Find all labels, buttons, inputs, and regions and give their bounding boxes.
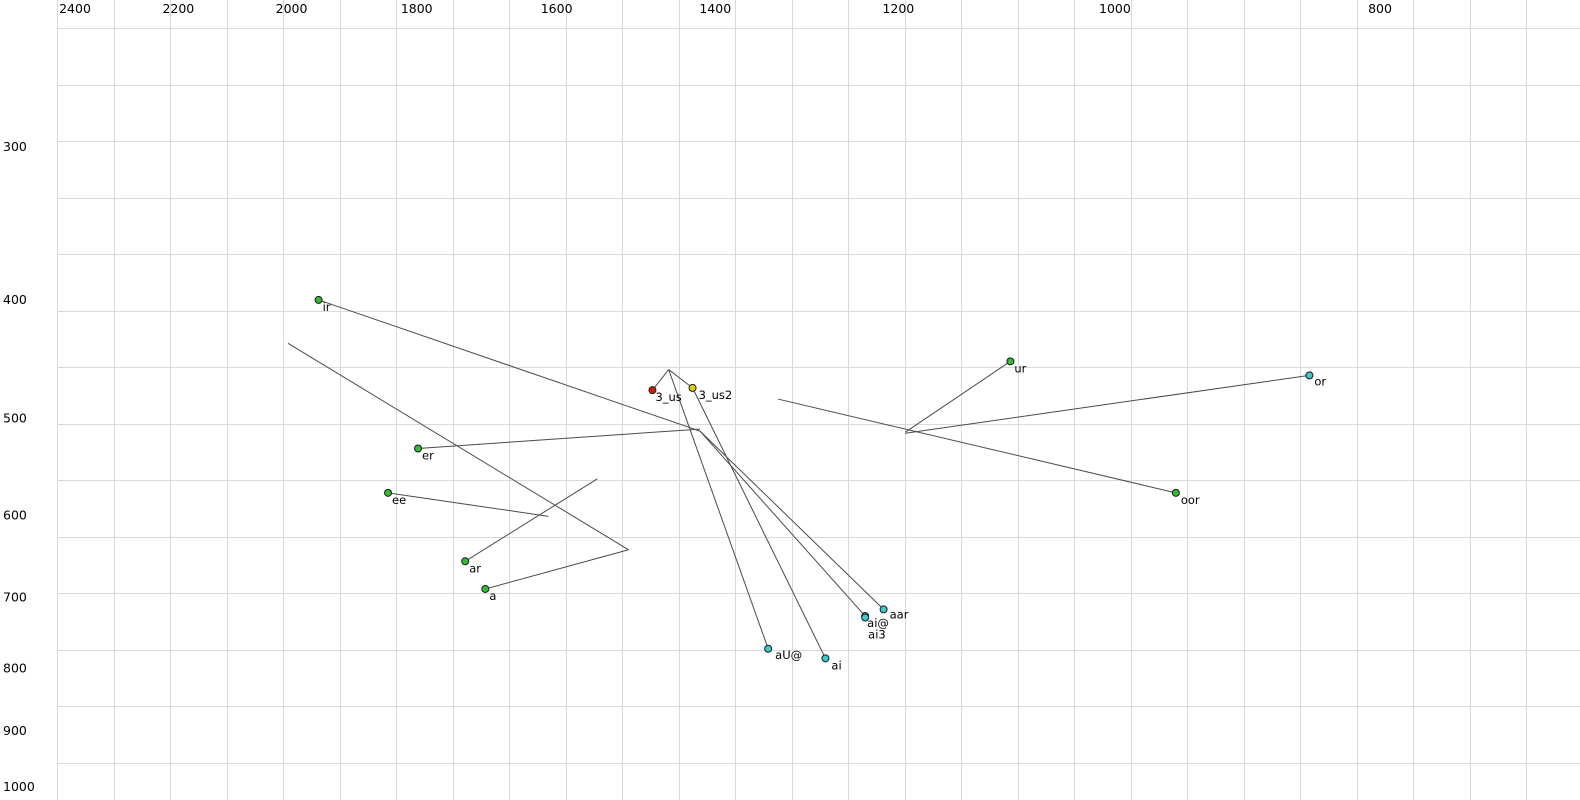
data-point-er <box>414 444 423 453</box>
x-tick-label: 2400 <box>59 1 91 16</box>
y-tick-label: 400 <box>3 292 27 307</box>
trajectory-line <box>777 398 1176 494</box>
data-point-aU@ <box>764 644 773 653</box>
point-label-ai: ai <box>831 658 841 672</box>
y-tick-label: 800 <box>3 660 27 675</box>
point-label-oor: oor <box>1181 493 1200 507</box>
data-point-ar <box>461 557 470 566</box>
point-label-ee: ee <box>392 493 406 507</box>
point-label-aar: aar <box>890 607 909 621</box>
data-point-aar <box>879 605 888 614</box>
trajectory-line <box>387 492 549 517</box>
y-tick-label: 900 <box>3 723 27 738</box>
point-label-ar: ar <box>469 561 481 575</box>
point-label-a: a <box>489 589 496 603</box>
data-point-or <box>1305 371 1314 380</box>
data-point-ur <box>1006 357 1015 366</box>
data-point-ir <box>314 295 323 304</box>
trajectory-line <box>692 387 826 659</box>
point-label-aU@: aU@ <box>775 648 802 662</box>
data-point-3_us <box>648 386 657 395</box>
point-label-er: er <box>422 449 434 463</box>
y-tick-label: 600 <box>3 507 27 522</box>
x-tick-label: 1800 <box>401 1 433 16</box>
point-label-ir: ir <box>323 300 331 314</box>
point-label-or: or <box>1314 374 1326 388</box>
y-tick-label: 700 <box>3 589 27 604</box>
trajectory-line <box>668 369 769 649</box>
trajectory-line <box>699 430 866 617</box>
trajectory-line <box>287 342 629 551</box>
x-tick-label: 1400 <box>699 1 731 16</box>
y-tick-label: 300 <box>3 139 27 154</box>
point-label-ai@: ai@ <box>867 616 889 630</box>
data-point-ai3 <box>861 613 870 622</box>
data-point-ee <box>384 488 393 497</box>
point-label-3_us: 3_us <box>655 390 681 404</box>
trajectory-line <box>905 360 1011 433</box>
x-tick-label: 2200 <box>162 1 194 16</box>
point-label-ur: ur <box>1014 361 1026 375</box>
trajectory-line <box>699 430 884 610</box>
x-tick-label: 1000 <box>1099 1 1131 16</box>
x-tick-label: 1600 <box>541 1 573 16</box>
y-tick-label: 500 <box>3 411 27 426</box>
data-point-oor <box>1171 488 1180 497</box>
point-label-3_us2: 3_us2 <box>699 388 733 402</box>
trajectory-line <box>485 549 629 590</box>
data-point-a <box>481 584 490 593</box>
trajectory-line <box>652 369 670 391</box>
trajectory-line <box>418 428 701 450</box>
trajectory-line <box>668 369 693 389</box>
x-tick-label: 2000 <box>276 1 308 16</box>
x-tick-label: 1200 <box>882 1 914 16</box>
x-tick-label: 800 <box>1368 1 1392 16</box>
point-label-ai3: ai3 <box>868 628 886 642</box>
data-point-ai <box>821 654 830 663</box>
trajectory-line <box>318 299 701 432</box>
trajectory-line <box>464 478 598 562</box>
trajectory-line <box>905 374 1310 434</box>
y-tick-label: 1000 <box>3 779 35 794</box>
data-point-3_us2 <box>688 383 697 392</box>
